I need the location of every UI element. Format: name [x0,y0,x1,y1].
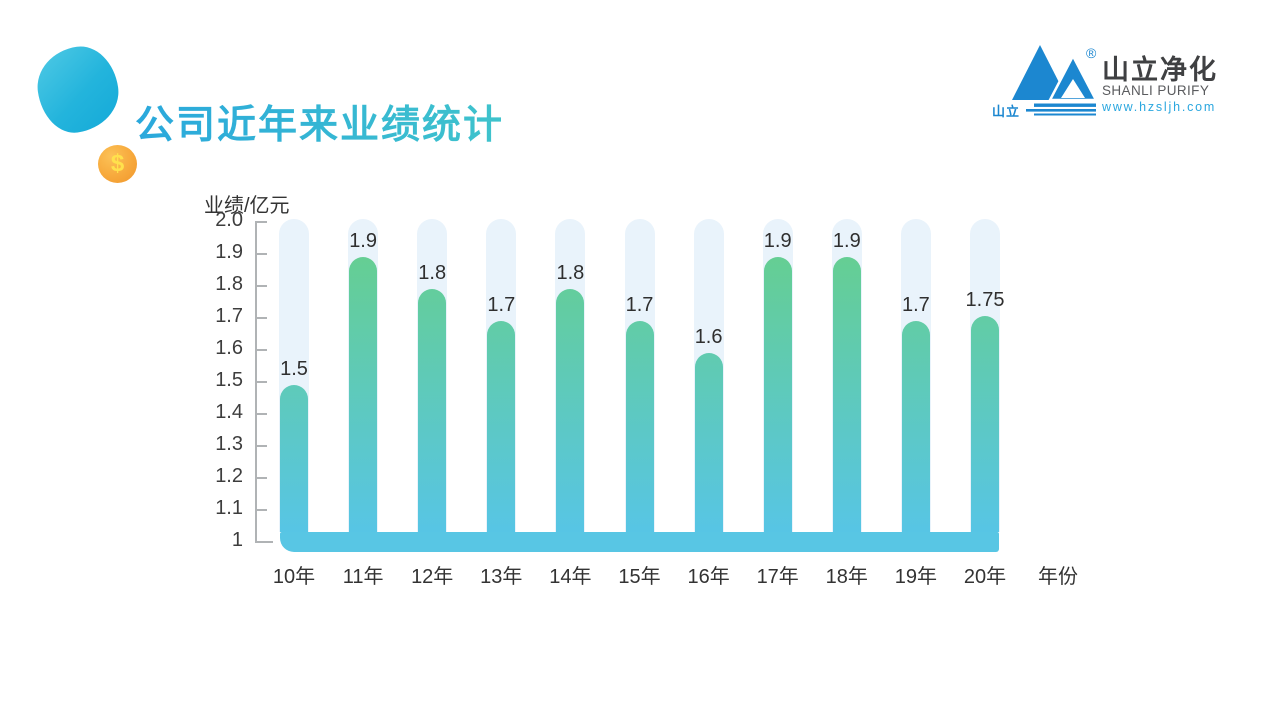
y-tick-mark [255,349,267,351]
bar [694,353,723,532]
logo-company-name-en: SHANLI PURIFY [1102,83,1210,99]
y-tick-mark [255,541,273,543]
y-tick-mark [255,317,267,319]
y-tick-label: 1.5 [215,369,243,391]
mountain-logo-icon [1012,45,1099,116]
y-tick-mark [255,413,267,415]
logo-mark-text: 山立 [992,104,1021,119]
y-tick-label: 1.6 [215,337,243,359]
x-tick-label: 16年 [687,566,730,588]
y-tick-label: 2.0 [215,209,243,231]
x-axis-title: 年份 [1038,566,1078,588]
x-tick-label: 17年 [756,566,799,588]
y-tick-label: 1.8 [215,273,243,295]
bar-value-label: 1.9 [349,230,377,252]
dollar-sign: $ [110,150,125,177]
y-tick-mark [255,509,267,511]
bar [487,321,516,532]
x-tick-label: 19年 [894,566,938,588]
bar-value-label: 1.9 [763,230,792,252]
bar-value-label: 1.7 [901,294,930,316]
bar [418,289,447,532]
bar [625,321,654,532]
y-tick-label: 1.1 [215,497,243,519]
logo-website-url: www.hzsljh.com [1102,100,1217,115]
y-tick-label: 1.7 [215,305,243,327]
bar [763,257,792,532]
chart-baseline-bar [280,532,999,552]
y-tick-label: 1.9 [215,241,243,263]
y-tick-mark [255,445,267,447]
bar [901,321,930,532]
company-logo: 山立 ® 山立净化 SHANLI PURIFY www.hzsljh.com [985,40,1225,125]
bar [349,257,378,532]
x-tick-label: 20年 [963,566,1007,588]
y-tick-mark [255,381,267,383]
bar-value-label: 1.8 [418,262,447,284]
bar-value-label: 1.8 [556,262,585,284]
coin-icon: $ [98,145,137,183]
x-tick-label: 13年 [480,566,523,588]
x-tick-label: 18年 [825,566,868,588]
y-tick-label: 1.3 [215,433,243,455]
y-tick-mark [255,285,267,287]
x-tick-label: 15年 [618,566,661,588]
y-tick-mark [255,221,267,223]
registered-trademark-icon: ® [1086,45,1097,61]
x-tick-label: 11年 [342,566,384,588]
logo-company-name: 山立净化 [1102,55,1218,85]
x-tick-label: 14年 [549,566,592,588]
page-title: 公司近年来业绩统计 [135,94,504,150]
bar-value-label: 1.75 [965,289,1005,311]
bar [971,316,999,532]
bar-value-label: 1.7 [625,294,654,316]
bar-value-label: 1.5 [280,358,308,380]
bar [280,385,308,532]
x-tick-label: 12年 [411,566,454,588]
y-axis-title: 业绩/亿元 [204,195,290,217]
logo-text-block: 山立净化 SHANLI PURIFY www.hzsljh.com [1102,56,1227,115]
y-tick-mark [255,253,267,255]
y-tick-label: 1 [231,529,243,551]
y-tick-label: 1.2 [215,465,243,487]
y-tick-mark [255,477,267,479]
bar-value-label: 1.6 [694,326,723,348]
bar-value-label: 1.7 [487,294,516,316]
x-tick-label: 10年 [272,566,316,588]
bar [832,257,861,532]
y-tick-label: 1.4 [215,401,243,423]
bar-value-label: 1.9 [832,230,861,252]
bar [556,289,585,532]
